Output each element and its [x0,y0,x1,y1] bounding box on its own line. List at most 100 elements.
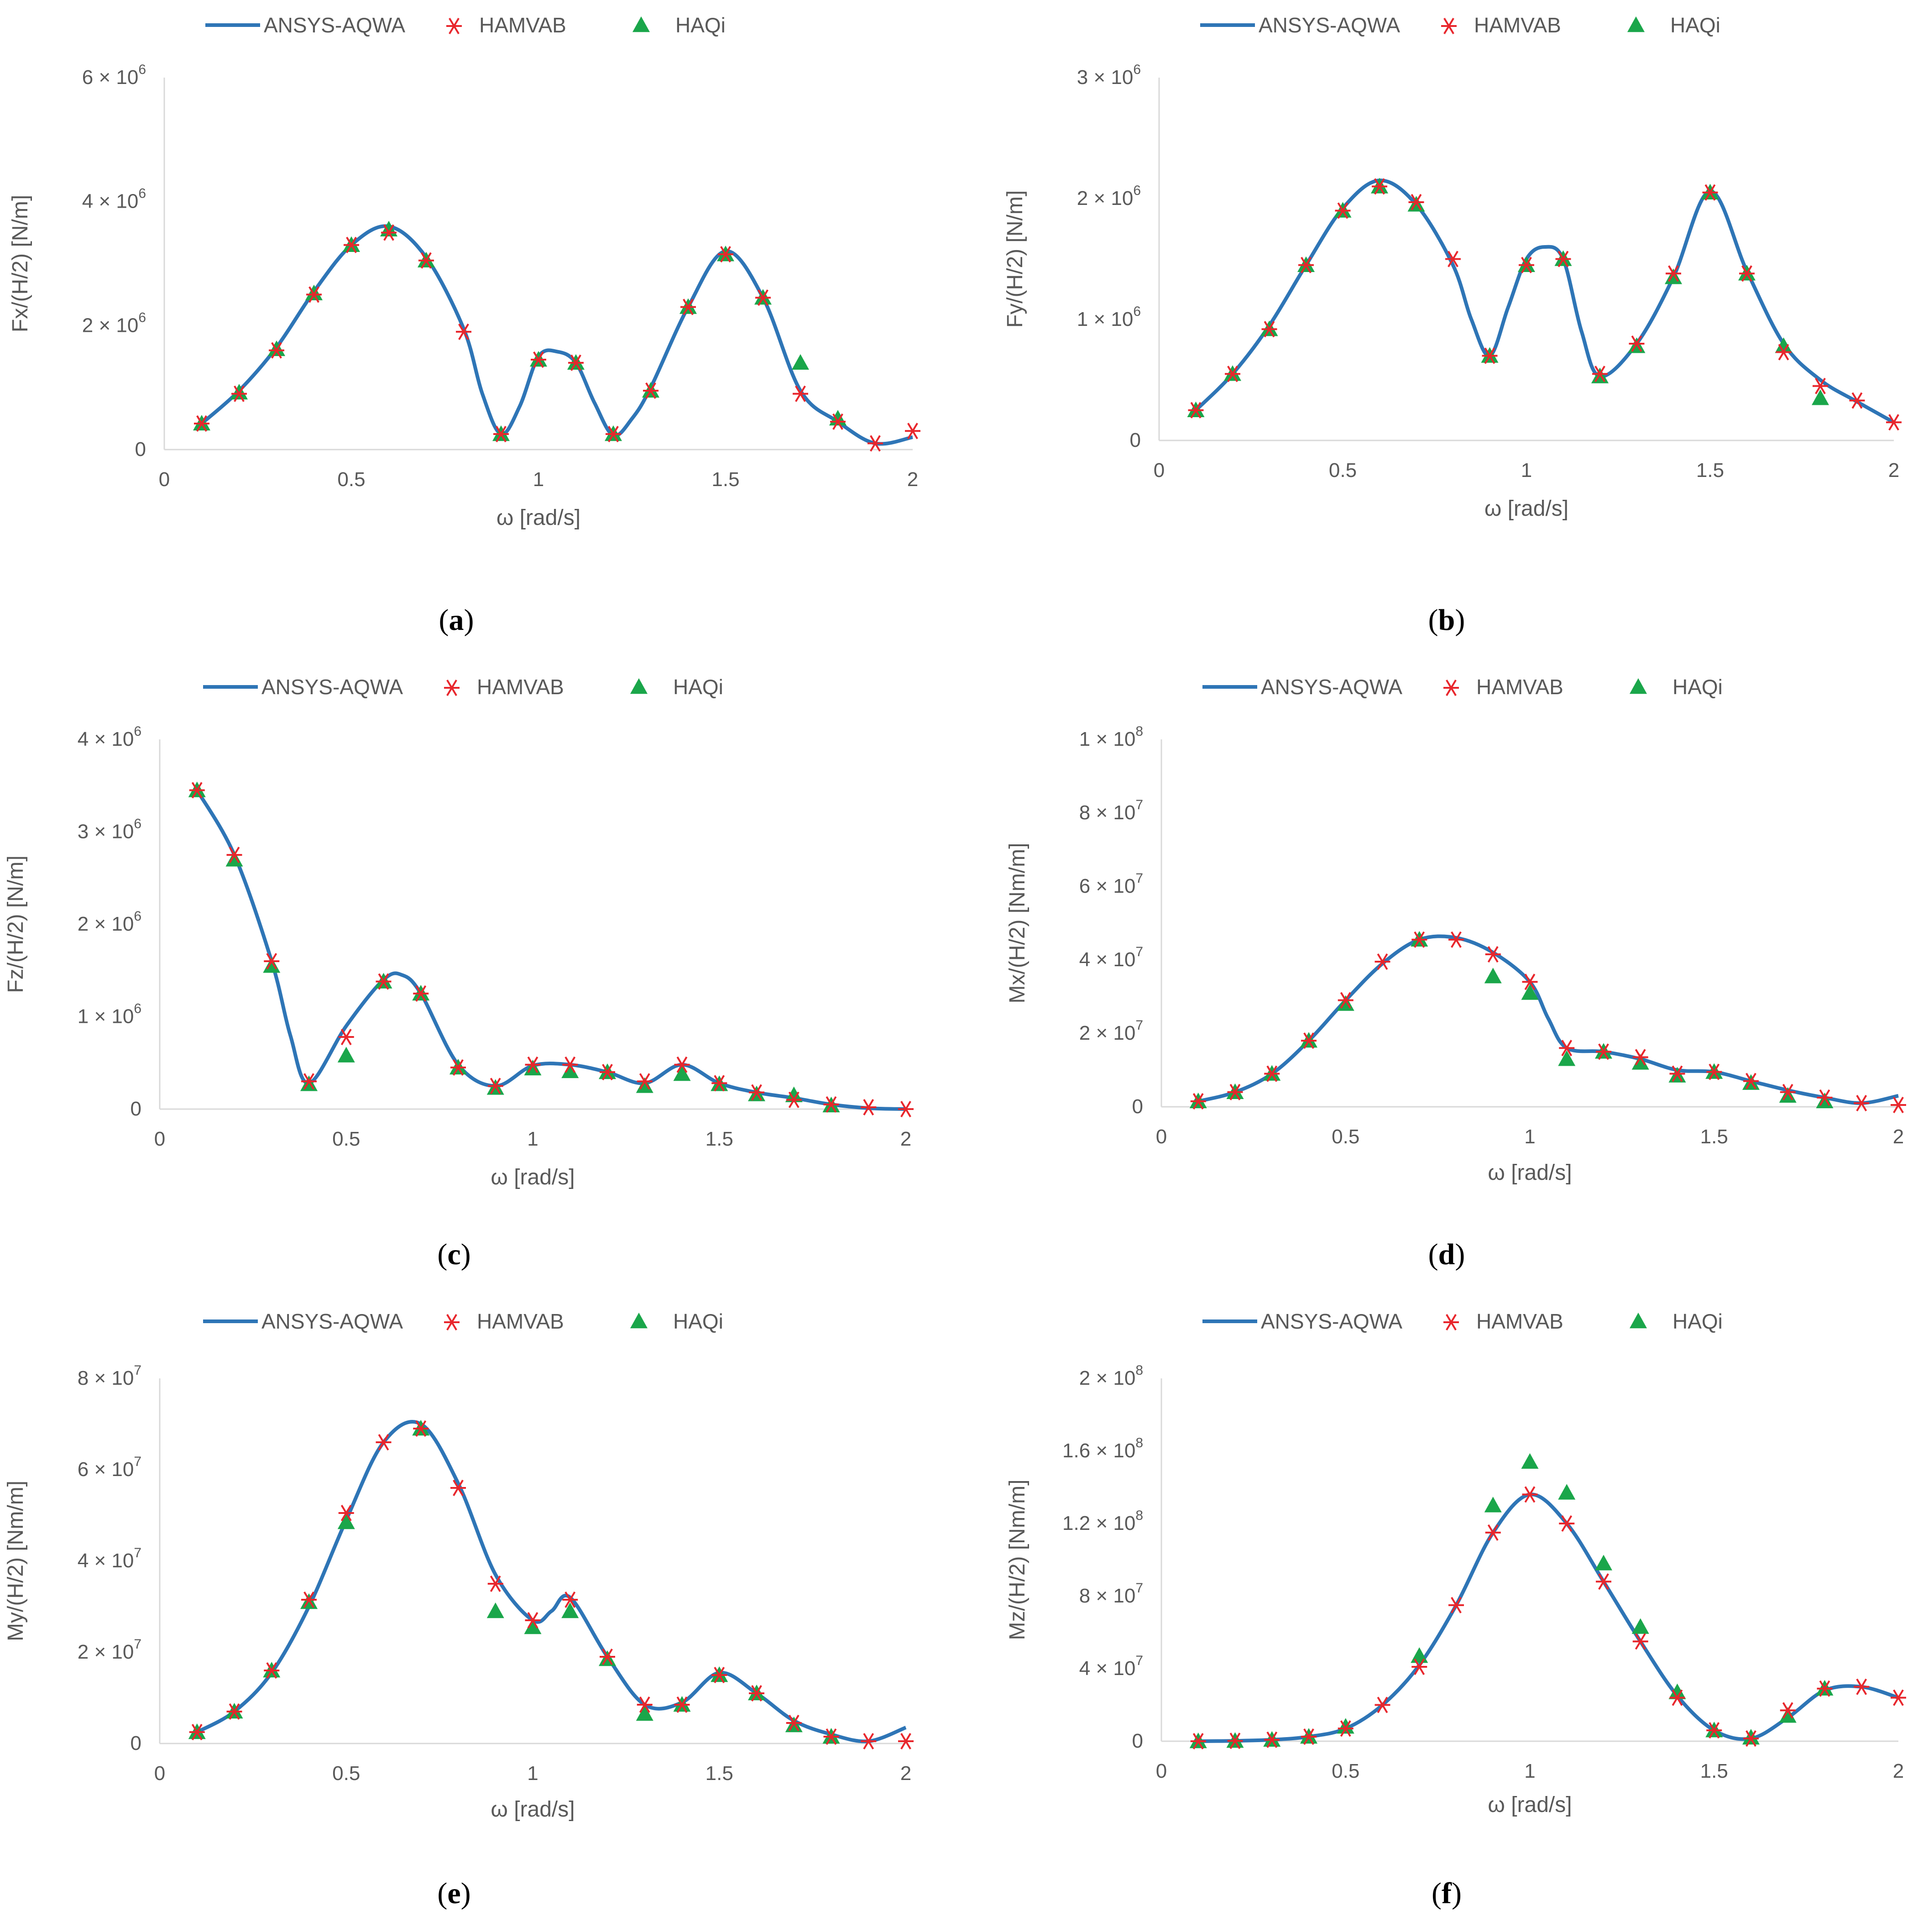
panel-label: (a) [439,603,474,637]
hamvab-marker-stroke [1893,1096,1904,1114]
legend-hamvab-swatch [1443,679,1459,696]
chart-legend: ANSYS-AQWA HAMVAB HAQi [203,1309,723,1333]
hamvab-marker-stroke [714,1075,725,1092]
hamvab-marker-stroke [1484,347,1495,364]
hamvab-point [898,1100,914,1118]
y-tick-base: 3 × 10 [1077,66,1134,89]
y-tick-exponent: 7 [1135,871,1143,886]
hamvab-point [231,385,247,402]
y-axis-title: Fx/(H/2) [N/m] [8,195,32,332]
panel-label-part: ( [1428,1238,1438,1271]
hamvab-point [905,423,920,440]
series-line-ansys-aqwa [1198,1492,1899,1743]
hamvab-marker-stroke [421,252,432,269]
x-tick-label: 2 [907,468,918,491]
y-tick-base: 2 × 10 [1079,1022,1136,1044]
hamvab-marker-stroke [303,1073,314,1090]
panel-label-part: a [449,603,464,637]
x-tick-label: 0.5 [1329,459,1357,482]
chart-legend: ANSYS-AQWA HAMVAB HAQi [205,13,726,37]
hamvab-marker-stroke [1192,1093,1204,1110]
y-tick-base: 4 × 10 [1079,948,1136,971]
hamvab-marker-stroke [1893,1689,1904,1706]
y-tick-base: 1 × 10 [1077,308,1134,330]
hamvab-point [1485,1524,1501,1541]
hamvab-point [1849,392,1865,409]
chart-legend: ANSYS-AQWA HAMVAB HAQi [1202,1309,1723,1333]
hamvab-marker-stroke [683,298,694,315]
hamvab-point [755,289,771,306]
hamvab-marker-stroke [490,1575,501,1592]
hamvab-marker-stroke [826,1728,837,1745]
y-tick-label: 2 × 108 [1079,1363,1143,1389]
hamvab-point [413,1420,429,1437]
hamvab-marker-stroke [907,423,918,440]
hamvab-point [525,1612,541,1629]
legend-label-haqi: HAQi [673,675,723,699]
hamvab-marker-stroke [1557,251,1569,267]
y-tick-exponent: 8 [1135,724,1143,739]
hamvab-marker-stroke [1746,1073,1756,1089]
hamvab-point [562,1056,578,1073]
y-tick-label: 3 × 106 [78,817,141,843]
hamvab-marker-stroke [496,426,507,443]
hamvab-marker-stroke [1340,1720,1351,1737]
hamvab-marker-stroke [564,1056,576,1073]
hamvab-point [1372,178,1387,195]
hamvab-marker-stroke [639,1073,650,1090]
hamvab-point [861,1733,877,1750]
y-tick-base: 3 × 10 [78,821,134,843]
hamvab-point [525,1056,541,1073]
hamvab-point [1411,1658,1427,1675]
x-axis-title: ω [rad/s] [1488,1161,1572,1185]
y-tick-base: 8 × 10 [78,1367,134,1389]
y-tick-exponent: 7 [1135,1581,1143,1596]
y-tick-exponent: 6 [138,310,146,325]
panel-label-part: ) [1455,1238,1465,1271]
y-tick-exponent: 7 [1135,797,1143,812]
hamvab-marker-stroke [1414,931,1425,948]
hamvab-marker-stroke [1524,1486,1536,1503]
y-tick-exponent: 8 [1135,1508,1143,1523]
legend-label-hamvab: HAMVAB [1476,1309,1563,1333]
legend-label-ansys: ANSYS-AQWA [264,13,405,37]
hamvab-point [1629,335,1645,352]
hamvab-point [1190,1733,1206,1750]
y-tick-base: 1 × 10 [78,1005,134,1028]
hamvab-point [1596,1573,1611,1590]
y-tick-label: 1 × 106 [78,1001,141,1028]
y-tick-label: 2 × 107 [1079,1018,1143,1044]
series-line-ansys-aqwa [195,789,906,1111]
y-tick-base: 2 × 10 [1079,1367,1136,1389]
legend-haqi-swatch [1630,678,1647,694]
hamvab-marker-stroke [602,1648,613,1665]
hamvab-marker-stroke [1229,1733,1241,1749]
hamvab-marker-stroke [1709,1063,1720,1080]
y-tick-exponent: 8 [1135,1435,1143,1450]
y-tick-label: 8 × 107 [1079,1581,1143,1607]
y-tick-label: 4 × 107 [1079,944,1143,971]
y-tick-label: 6 × 107 [78,1454,141,1481]
hamvab-point [1374,953,1390,970]
haqi-point [268,340,285,356]
panel-label-part: c [447,1238,460,1271]
legend-label-ansys: ANSYS-AQWA [1261,675,1402,699]
hamvab-point [376,973,392,990]
y-tick-label: 4 × 107 [78,1545,141,1572]
hamvab-point [1411,931,1427,948]
hamvab-marker-stroke [1521,257,1532,273]
hamvab-point [1854,1678,1870,1695]
hamvab-point [1891,1096,1906,1114]
y-tick-exponent: 7 [134,1454,141,1469]
chart-legend: ANSYS-AQWA HAMVAB HAQi [203,675,723,699]
hamvab-marker-stroke [602,1063,613,1081]
hamvab-marker-stroke [527,1056,538,1073]
hamvab-point [344,236,359,253]
hamvab-point [1261,321,1277,338]
hamvab-point [1776,344,1792,361]
hamvab-marker-stroke [1782,1084,1793,1100]
hamvab-point [1519,257,1534,273]
y-tick-exponent: 7 [1135,944,1143,959]
